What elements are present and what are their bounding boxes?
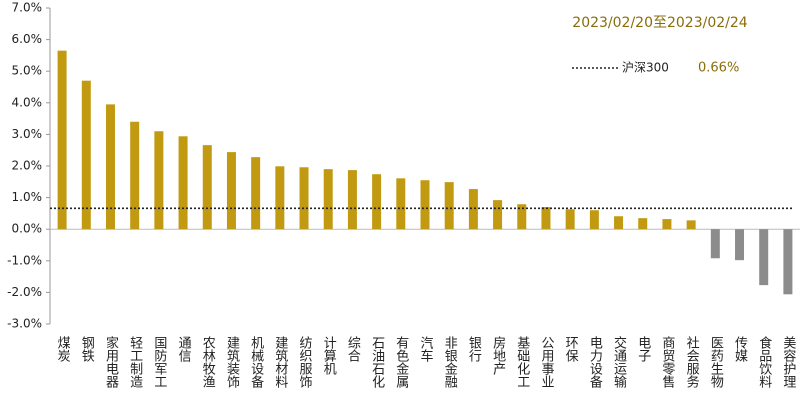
- x-tick-label: 综合: [345, 336, 361, 362]
- bar: [57, 50, 67, 230]
- bar: [468, 189, 478, 230]
- bar: [347, 170, 357, 230]
- bar: [638, 218, 648, 230]
- y-tick-label: 0.0%: [12, 222, 43, 236]
- bar: [783, 229, 793, 295]
- bar: [323, 169, 333, 230]
- bar: [686, 220, 696, 230]
- x-tick-label: 社会服务: [684, 335, 700, 388]
- x-tick-label: 机械设备: [248, 336, 263, 389]
- bar: [614, 216, 624, 230]
- y-tick-label: 5.0%: [12, 64, 43, 78]
- bar: [178, 136, 188, 230]
- x-tick-label: 煤炭: [55, 336, 70, 363]
- y-tick-label: -2.0%: [7, 285, 42, 299]
- bar: [759, 229, 769, 286]
- x-tick-label: 农林牧渔: [200, 336, 216, 388]
- y-tick-label: 4.0%: [12, 95, 43, 109]
- x-tick-label: 国防军工: [151, 336, 167, 388]
- bar: [565, 209, 575, 230]
- x-tick-label: 房地产: [490, 335, 506, 376]
- x-tick-label: 纺织服饰: [297, 336, 313, 388]
- y-tick-label: 6.0%: [12, 32, 43, 46]
- x-tick-label: 美容护理: [780, 336, 796, 388]
- reference-name: 沪深300: [622, 61, 669, 75]
- x-tick-label: 食品饮料: [756, 335, 772, 388]
- y-tick-label: 1.0%: [12, 190, 43, 204]
- x-tick-label: 传媒: [732, 336, 748, 362]
- x-tick-label: 交通运输: [611, 335, 627, 388]
- x-tick-label: 家用电器: [103, 335, 119, 389]
- bar: [710, 229, 720, 259]
- bar: [735, 229, 745, 261]
- x-tick-label: 电子: [635, 336, 651, 362]
- x-tick-label: 商贸零售: [659, 336, 675, 388]
- bar: [251, 157, 261, 230]
- x-tick-label: 轻工制造: [127, 336, 143, 389]
- bar: [420, 180, 430, 230]
- bar: [517, 204, 527, 230]
- y-tick-label: 7.0%: [12, 1, 43, 15]
- x-tick-label: 建筑装饰: [224, 336, 240, 388]
- x-tick-label: 银行: [466, 336, 482, 363]
- x-tick-label: 建筑材料: [272, 336, 288, 388]
- y-tick-label: 2.0%: [12, 159, 43, 173]
- bar: [202, 145, 212, 230]
- x-tick-label: 电力设备: [587, 336, 603, 389]
- bar: [105, 104, 115, 230]
- x-tick-label: 公用事业: [538, 336, 554, 388]
- bar: [589, 210, 599, 230]
- x-tick-label: 计算机: [321, 336, 337, 376]
- bar: [81, 80, 91, 230]
- x-tick-label: 钢铁: [79, 336, 95, 362]
- bar: [154, 131, 164, 230]
- x-tick-label: 医药生物: [708, 336, 724, 389]
- bar: [444, 182, 454, 230]
- chart-subtitle: 2023/02/20至2023/02/24: [572, 15, 747, 31]
- x-tick-label: 环保: [563, 336, 579, 362]
- x-tick-label: 石油石化: [369, 336, 385, 389]
- bar: [130, 121, 140, 230]
- x-tick-label: 汽车: [418, 336, 434, 362]
- y-tick-label: -3.0%: [7, 317, 42, 331]
- x-tick-label: 非银金融: [442, 336, 458, 388]
- bar: [396, 178, 406, 230]
- y-tick-label: -1.0%: [7, 253, 42, 267]
- bar: [662, 219, 672, 230]
- bar: [493, 200, 503, 230]
- bar: [275, 166, 285, 230]
- x-tick-label: 基础化工: [514, 336, 530, 388]
- x-tick-label: 有色金属: [393, 336, 409, 389]
- y-tick-label: 3.0%: [12, 127, 43, 141]
- bar: [541, 207, 551, 230]
- bar: [372, 174, 382, 230]
- bar: [299, 167, 309, 230]
- bar: [226, 152, 236, 230]
- reference-value-label: 0.66%: [698, 61, 739, 76]
- x-tick-label: 通信: [176, 336, 192, 362]
